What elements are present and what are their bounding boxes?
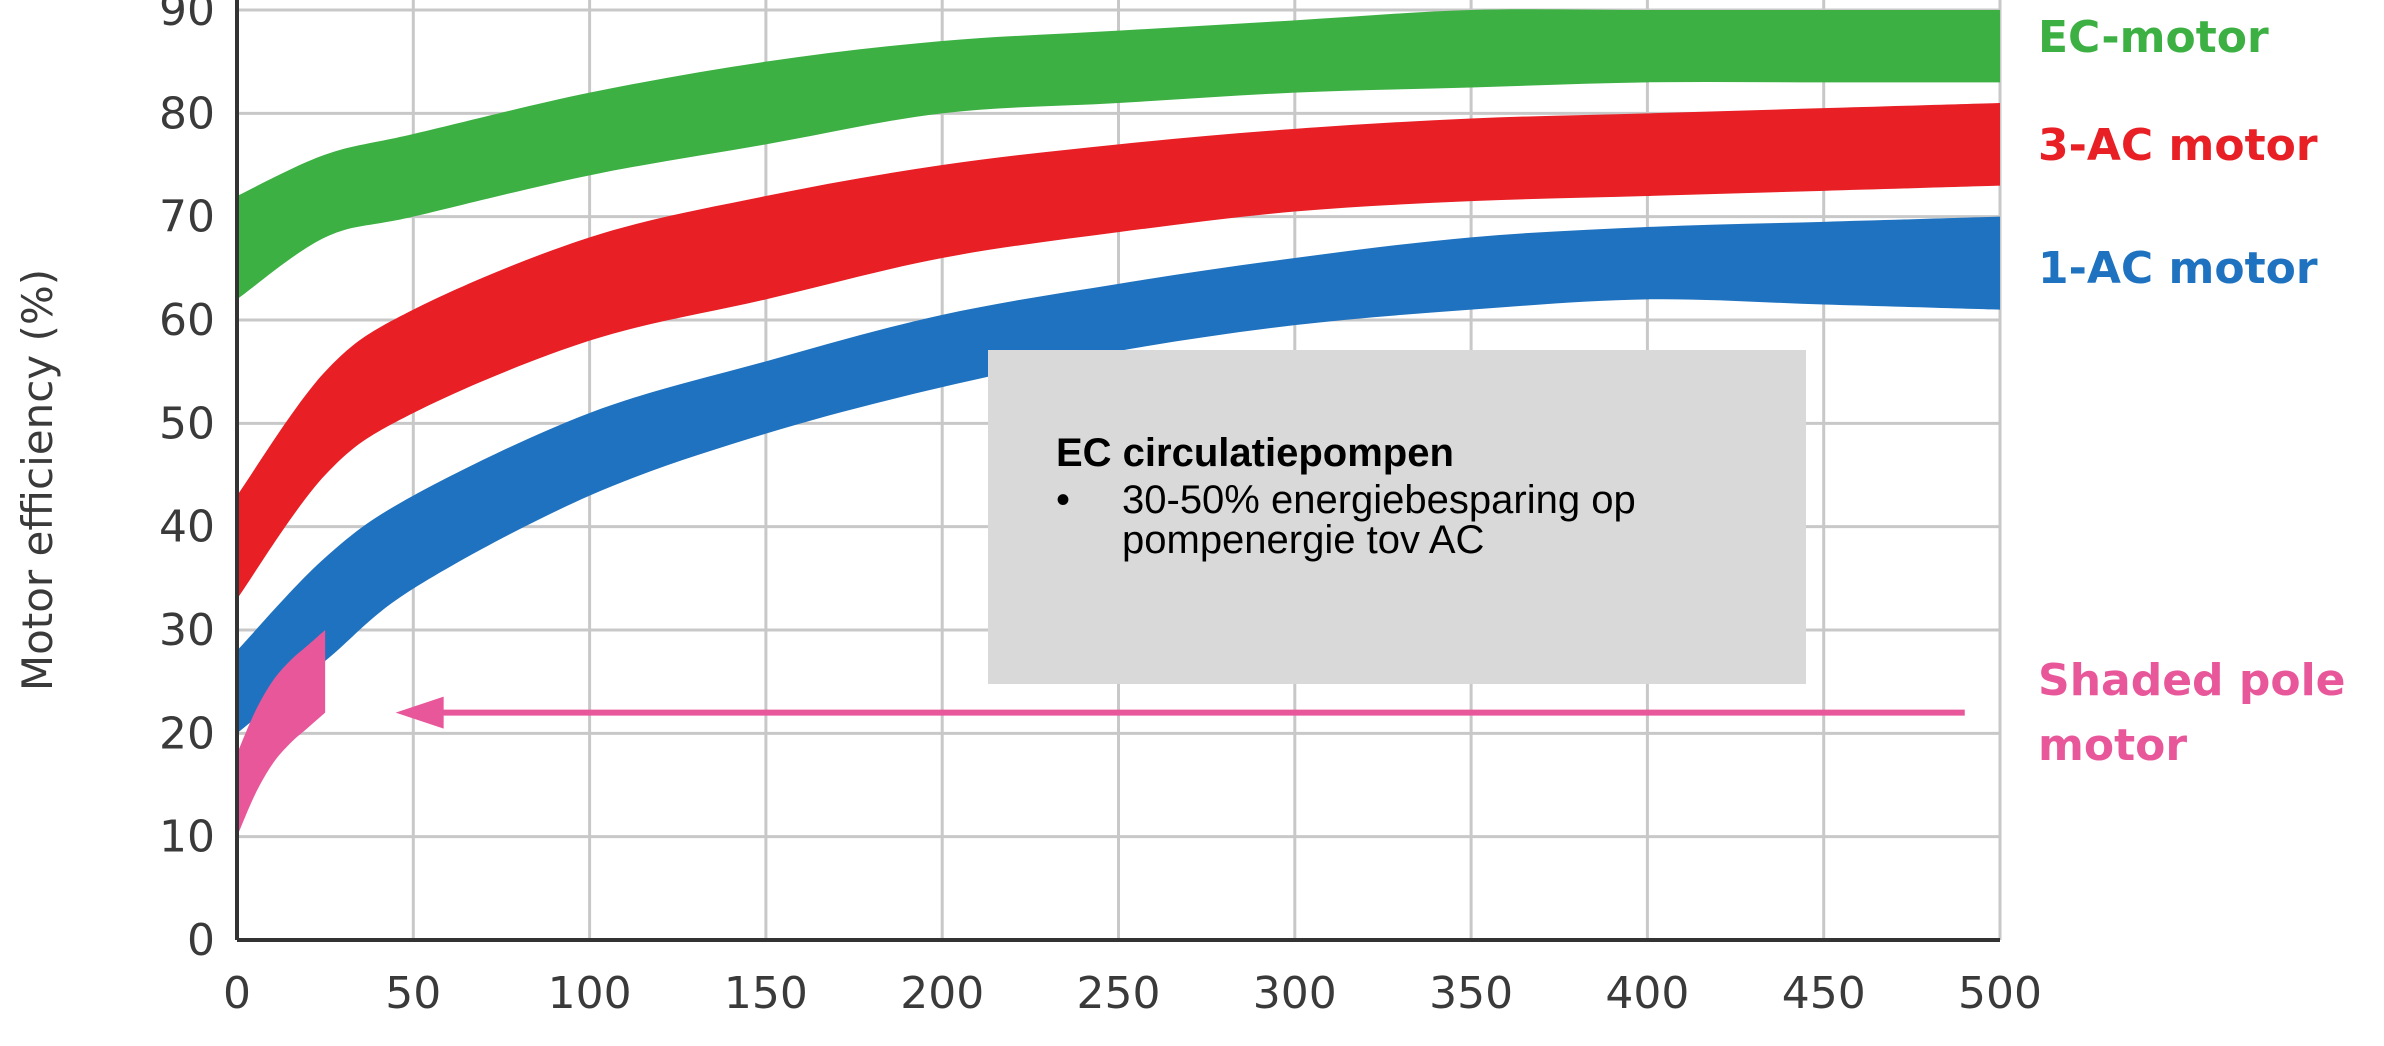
callout-bullet-text: 30-50% energiebesparing op pompenergie t… [1122,478,1636,562]
y-tick-label-7: 70 [159,192,215,243]
annotations [395,696,1965,729]
x-tick-label-4: 200 [900,968,984,1019]
y-tick-label-6: 60 [159,295,215,346]
y-axis-title: Motor efficiency (%) [13,269,62,691]
series-label-shaded-1: Shaded pole [2038,655,2346,706]
series-label-1ac: 1-AC motor [2038,243,2318,294]
x-tick-label-10: 500 [1958,968,2042,1019]
series-label-shaded-2: motor [2038,720,2187,771]
callout-box: EC circulatiepompen • 30-50% energiebesp… [988,350,1806,684]
series-bands [237,9,2000,837]
x-tick-label-1: 50 [385,968,441,1019]
y-tick-label-5: 50 [159,398,215,449]
y-tick-label-1: 10 [159,812,215,863]
y-tick-label-2: 20 [159,708,215,759]
series-band-2 [237,216,2000,734]
series-band-0 [237,9,2000,300]
bullet-icon: • [1056,478,1071,522]
axes [235,0,2000,942]
y-tick-label-8: 80 [159,88,215,139]
x-tick-label-9: 450 [1782,968,1866,1019]
x-tick-label-3: 150 [724,968,808,1019]
arrow-head-0 [395,696,444,729]
series-label-ec: EC-motor [2038,12,2269,63]
x-tick-label-2: 100 [548,968,632,1019]
series-band-1 [237,103,2000,599]
tick-labels: 0 10 20 30 40 50 60 70 80 90 0 50 100 150 200 250 300 350… [159,0,2042,1019]
x-tick-label-7: 350 [1429,968,1513,1019]
x-tick-label-6: 300 [1253,968,1337,1019]
x-tick-label-8: 400 [1605,968,1689,1019]
callout-bullet-item: • 30-50% energiebesparing op pompenergie… [1056,480,1806,560]
y-tick-label-9: 90 [159,0,215,36]
y-tick-label-0: 0 [187,915,215,966]
x-tick-label-5: 250 [1077,968,1161,1019]
series-label-3ac: 3-AC motor [2038,120,2318,171]
y-tick-label-3: 30 [159,605,215,656]
x-tick-label-0: 0 [223,968,251,1019]
series-band-3 [237,630,326,837]
y-tick-label-4: 40 [159,502,215,553]
callout-title: EC circulatiepompen [1056,431,1454,475]
